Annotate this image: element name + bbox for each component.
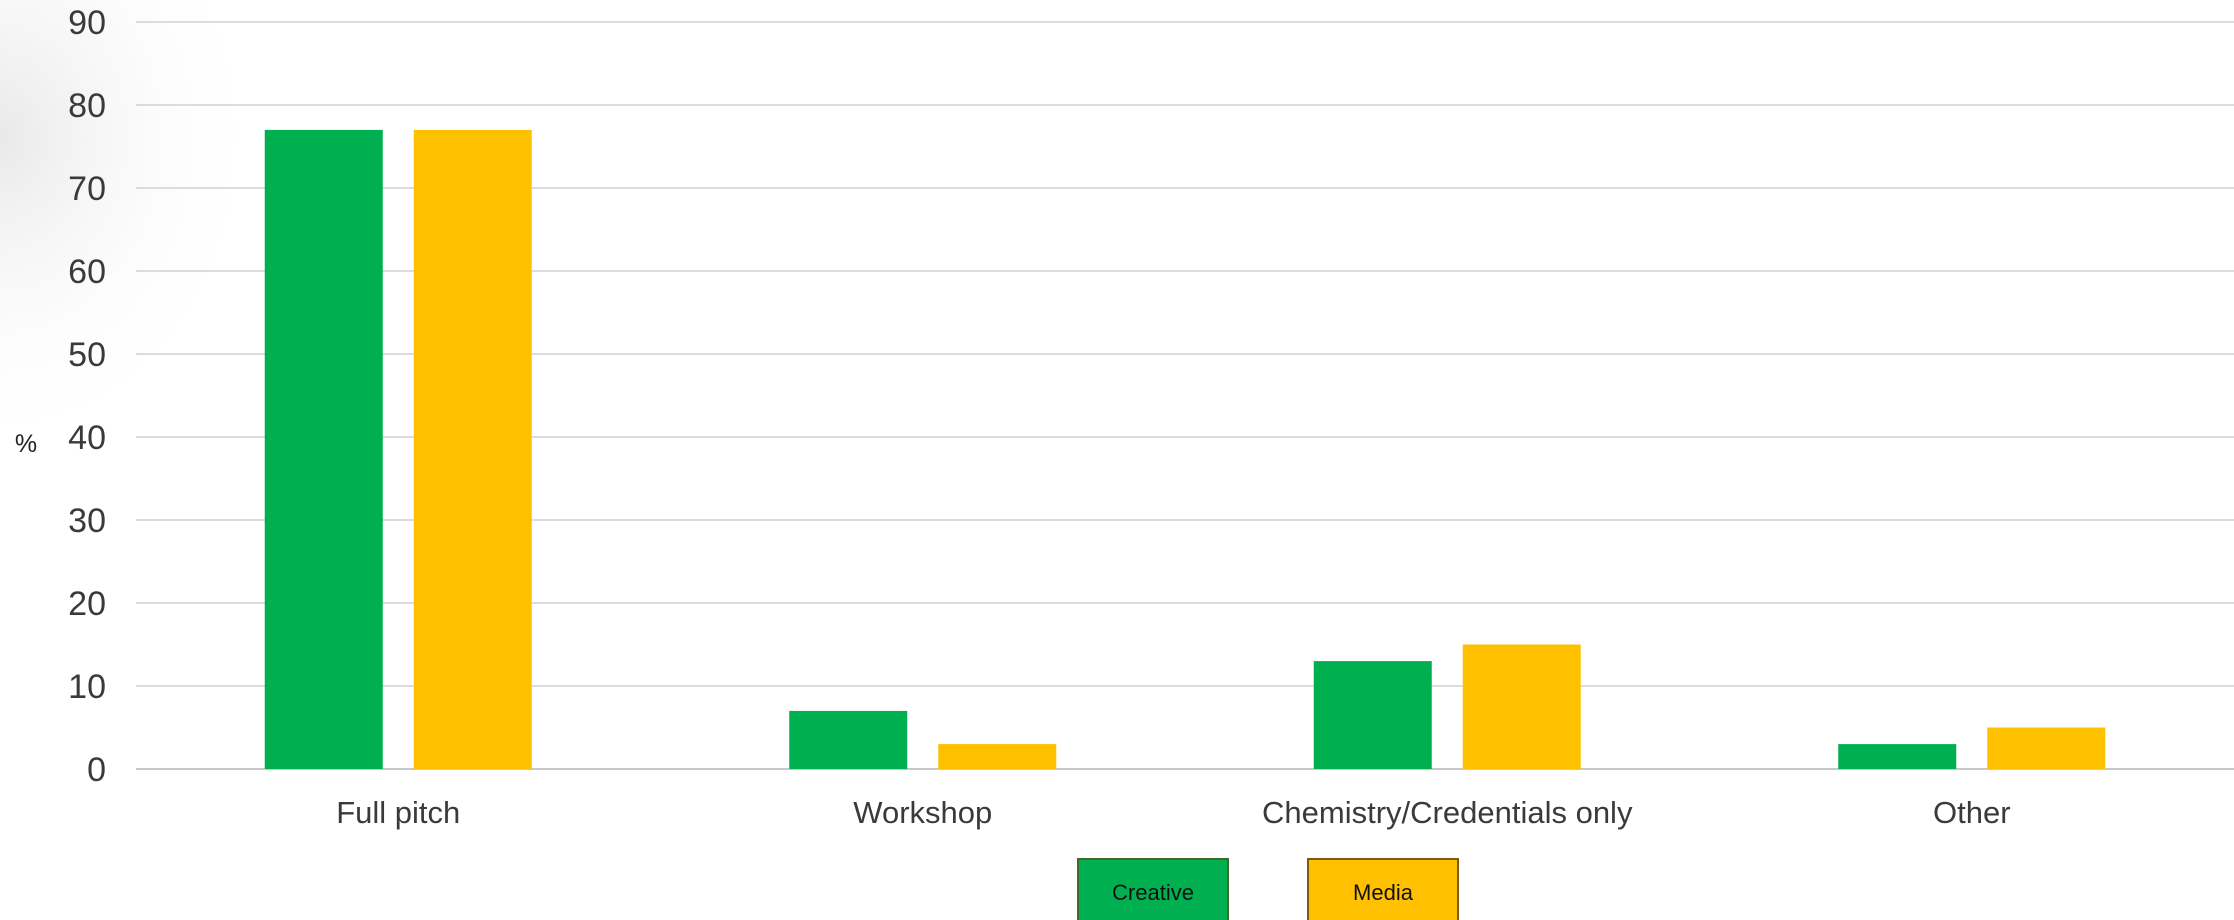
y-tick-label: 60: [68, 253, 106, 291]
x-category-label: Workshop: [853, 795, 992, 830]
y-tick-label: 0: [87, 751, 106, 789]
y-tick-label: 30: [68, 502, 106, 540]
y-tick-label: 20: [68, 585, 106, 623]
legend-label: Creative: [1112, 880, 1194, 905]
x-axis-categories: Full pitch Workshop Chemistry/Credentials …: [336, 795, 2010, 830]
bar-media-0: [413, 129, 532, 769]
y-tick-label: 70: [68, 170, 106, 208]
bar-creative-2: [1313, 661, 1432, 769]
x-category-label: Other: [1933, 795, 2011, 830]
bars: [264, 129, 2106, 769]
bar-creative-3: [1838, 744, 1957, 769]
x-category-label: Full pitch: [336, 795, 460, 830]
bar-creative-0: [264, 129, 383, 769]
legend-swatch-media: [1307, 858, 1459, 920]
bar-media-1: [938, 744, 1057, 769]
legend-swatch-creative: [1077, 858, 1229, 920]
y-axis-ticks: 0 10 20 30 40 50 60 70 80 90: [68, 4, 106, 789]
bar-creative-1: [789, 710, 908, 769]
x-category-label: Chemistry/Credentials only: [1262, 795, 1633, 830]
y-tick-label: 90: [68, 4, 106, 42]
y-axis-title: %: [15, 430, 37, 458]
y-tick-label: 80: [68, 87, 106, 125]
y-tick-label: 40: [68, 419, 106, 457]
y-tick-label: 50: [68, 336, 106, 374]
legend: Creative Media: [1077, 858, 1459, 920]
bar-media-3: [1987, 727, 2106, 769]
legend-label: Media: [1353, 880, 1414, 905]
y-tick-label: 10: [68, 668, 106, 706]
bar-media-2: [1462, 644, 1581, 769]
